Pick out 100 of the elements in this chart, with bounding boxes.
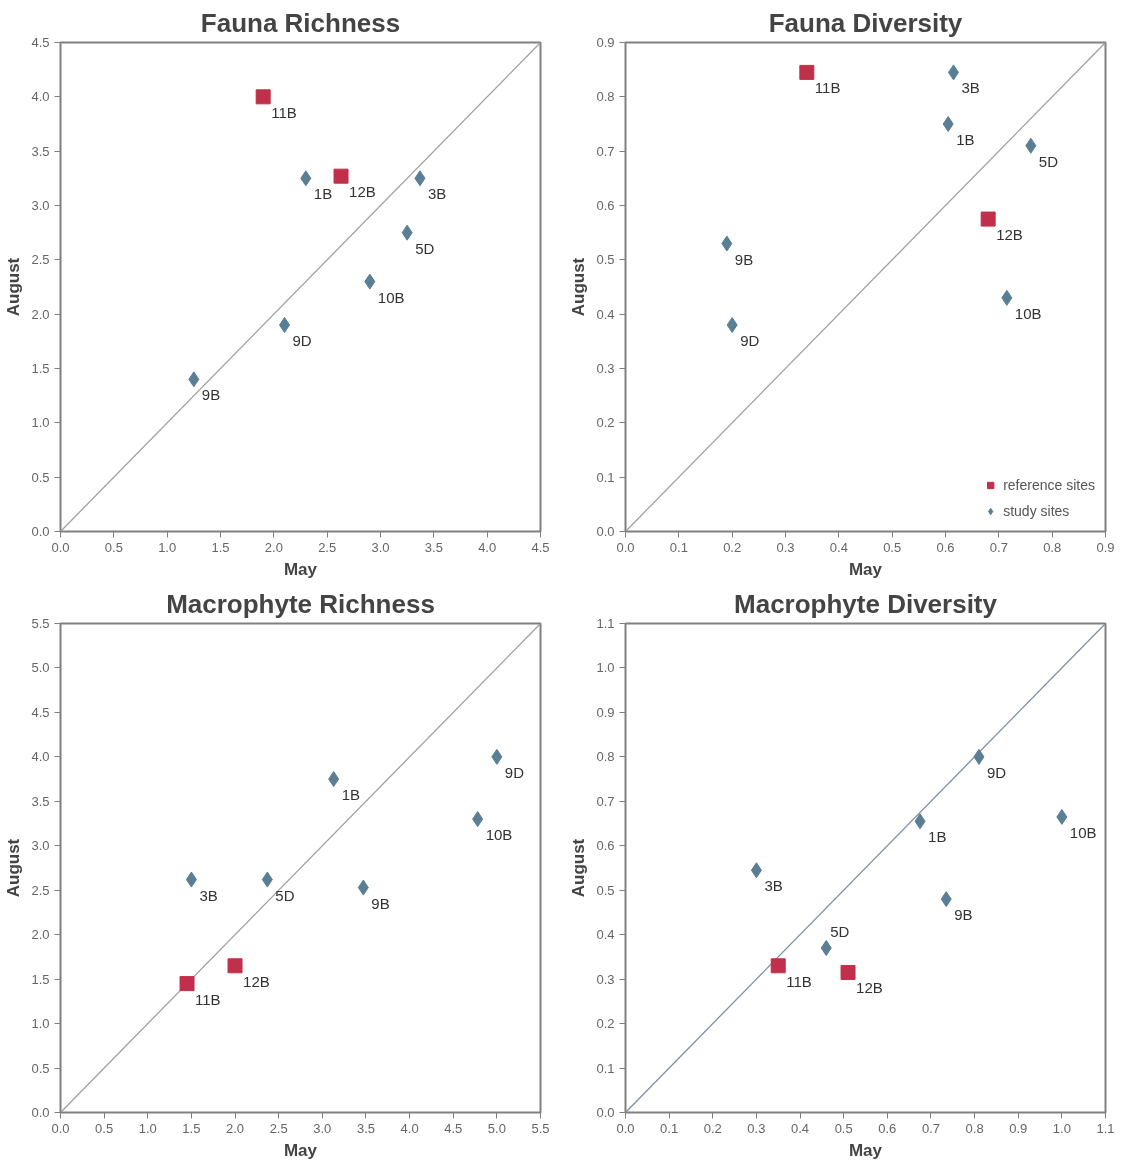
annotation: 9D — [986, 763, 1007, 781]
y-tick-label: 1.0 — [31, 415, 50, 431]
x-tick-label: 1.1 — [1096, 1120, 1115, 1136]
point — [750, 862, 762, 879]
annotation: 12B — [856, 979, 883, 997]
y-tick-label: 0.0 — [31, 1105, 50, 1120]
y-tick-label: 0.8 — [596, 749, 615, 765]
y-axis-title: August — [4, 257, 24, 317]
annotation: 9B — [201, 386, 221, 404]
x-tick-label: 2.0 — [226, 1120, 245, 1136]
x-tick-label: 0.7 — [989, 539, 1008, 555]
x-tick-label: 1.0 — [138, 1120, 157, 1136]
x-tick-label: 0.8 — [1043, 539, 1062, 555]
point — [980, 211, 996, 227]
y-tick-label: 0.9 — [596, 704, 615, 720]
x-tick-label: 0.0 — [616, 1120, 635, 1136]
legend-label: study sites — [1003, 503, 1070, 519]
y-tick-label: 4.5 — [31, 35, 50, 50]
annotation: 1B — [928, 828, 947, 846]
point — [333, 168, 349, 184]
x-tick-label: 0.9 — [1009, 1120, 1028, 1136]
point — [255, 89, 271, 105]
y-tick-label: 4.0 — [31, 89, 50, 105]
x-axis-title: May — [283, 559, 318, 579]
x-tick-label: 1.5 — [182, 1120, 201, 1136]
y-axis-title: August — [569, 838, 589, 898]
x-tick-label: 4.0 — [478, 539, 497, 555]
x-tick-label: 2.5 — [269, 1120, 288, 1136]
chart-title: Fauna Richness — [200, 7, 401, 38]
annotation: 11B — [195, 990, 221, 1008]
y-tick-label: 2.0 — [31, 306, 50, 322]
point — [1001, 289, 1013, 306]
x-tick-label: 4.0 — [400, 1120, 419, 1136]
y-tick-label: 2.5 — [31, 252, 50, 268]
annotation: 11B — [814, 79, 841, 97]
y-tick-label: 2.0 — [31, 927, 50, 943]
y-tick-label: 1.5 — [31, 361, 50, 376]
y-tick-label: 5.0 — [31, 660, 50, 676]
y-tick-label: 5.5 — [31, 616, 50, 631]
y-axis-title: August — [4, 838, 24, 898]
point — [726, 317, 738, 334]
annotation: 5D — [415, 239, 435, 257]
annotation: 1B — [956, 131, 975, 148]
annotation: 11B — [786, 972, 812, 990]
x-tick-label: 0.5 — [95, 1120, 114, 1136]
annotation: 3B — [764, 877, 783, 895]
point — [472, 811, 484, 828]
y-tick-label: 0.7 — [596, 793, 615, 809]
point — [840, 964, 856, 980]
y-tick-label: 0.3 — [596, 971, 615, 987]
x-tick-label: 0.6 — [878, 1120, 897, 1136]
point — [414, 170, 426, 187]
y-tick-label: 0.2 — [596, 1016, 615, 1032]
point — [820, 940, 832, 957]
y-tick-label: 0.4 — [596, 306, 615, 322]
x-tick-label: 0.3 — [776, 539, 795, 555]
annotation: 9D — [504, 763, 525, 781]
y-tick-label: 4.5 — [31, 704, 50, 720]
annotation: 12B — [349, 183, 376, 201]
x-tick-label: 0.0 — [616, 539, 635, 555]
y-tick-label: 4.0 — [31, 749, 50, 765]
y-tick-label: 3.0 — [31, 838, 50, 854]
x-axis-title: May — [848, 1140, 883, 1160]
annotation: 12B — [243, 972, 270, 990]
annotation: 9B — [371, 894, 390, 912]
x-tick-label: 0.1 — [669, 539, 688, 555]
annotation: 5D — [830, 923, 850, 941]
y-tick-label: 0.5 — [596, 252, 615, 268]
point — [1025, 137, 1037, 154]
y-tick-label: 0.0 — [596, 1105, 615, 1120]
x-tick-label: 0.6 — [936, 539, 955, 555]
y-tick-label: 0.6 — [596, 198, 615, 213]
x-tick-label: 5.5 — [531, 1120, 550, 1136]
point — [185, 871, 197, 888]
y-tick-label: 1.0 — [31, 1016, 50, 1032]
x-tick-label: 0.5 — [883, 539, 902, 555]
y-tick-label: 0.1 — [596, 1060, 615, 1076]
annotation: 3B — [199, 886, 218, 904]
y-tick-label: 3.5 — [31, 143, 50, 159]
legend-label: reference sites — [1003, 477, 1095, 493]
annotation: 10B — [377, 288, 405, 306]
x-tick-label: 0.1 — [660, 1120, 679, 1136]
x-tick-label: 1.0 — [158, 539, 177, 555]
point — [357, 879, 369, 896]
y-tick-label: 0.0 — [596, 524, 615, 539]
point — [940, 891, 952, 908]
point — [261, 871, 273, 888]
point — [973, 748, 985, 765]
x-tick-label: 0.0 — [51, 1120, 70, 1136]
y-tick-label: 0.5 — [31, 1060, 50, 1076]
y-tick-label: 1.5 — [31, 971, 50, 987]
point — [942, 116, 954, 132]
y-tick-label: 3.5 — [31, 793, 50, 809]
x-tick-label: 0.4 — [829, 539, 848, 555]
x-axis-title: May — [283, 1140, 318, 1160]
annotation: 11B — [271, 103, 297, 121]
annotation: 10B — [1014, 304, 1042, 322]
annotation: 3B — [961, 79, 980, 97]
y-tick-label: 1.1 — [596, 616, 615, 631]
chart-title: Macrophyte Richness — [166, 588, 435, 619]
